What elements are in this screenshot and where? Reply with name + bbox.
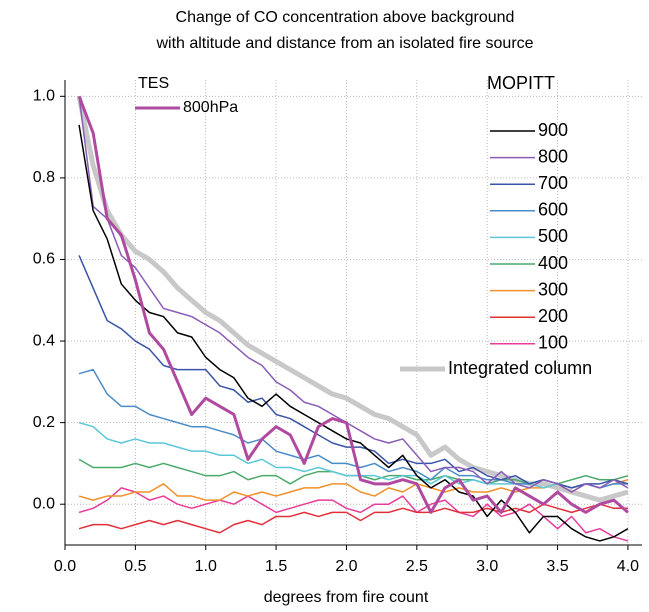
series-line xyxy=(78,96,629,493)
x-tick-label: 1.5 xyxy=(265,558,287,575)
series-line xyxy=(77,95,629,514)
y-tick-label: 0.0 xyxy=(33,495,55,512)
x-tick-label: 0.0 xyxy=(54,558,76,575)
legend-title: MOPITT xyxy=(487,73,555,93)
series-line xyxy=(78,124,629,542)
chart-title: Change of CO concentration above backgro… xyxy=(176,9,515,26)
legend-label: 200 xyxy=(538,306,568,326)
legend-label: 300 xyxy=(538,279,568,299)
y-tick-label: 1.0 xyxy=(33,88,55,105)
x-tick-label: 4.0 xyxy=(617,558,639,575)
legend-label: 800 xyxy=(538,146,568,166)
y-tick-label: 0.4 xyxy=(33,332,55,349)
y-tick-label: 0.6 xyxy=(33,251,55,268)
series-line xyxy=(78,487,629,542)
x-tick-label: 2.0 xyxy=(335,558,357,575)
legend-label: 900 xyxy=(538,120,568,140)
legend-label: Integrated column xyxy=(448,358,592,378)
x-tick-label: 3.0 xyxy=(476,558,498,575)
x-tick-label: 1.0 xyxy=(195,558,217,575)
legend-label: 600 xyxy=(538,200,568,220)
legend-label: 500 xyxy=(538,226,568,246)
chart-title: with altitude and distance from an isola… xyxy=(155,35,533,52)
x-tick-label: 3.5 xyxy=(546,558,568,575)
series-line xyxy=(78,503,628,534)
series-line xyxy=(78,368,628,489)
y-tick-label: 0.2 xyxy=(33,414,55,431)
legend-label: 800hPa xyxy=(183,99,238,116)
legend-label: 400 xyxy=(538,253,568,273)
x-tick-label: 0.5 xyxy=(124,558,146,575)
legend-label: 700 xyxy=(538,173,568,193)
series-line xyxy=(78,479,629,501)
legend-label: 100 xyxy=(538,333,568,353)
x-axis-label: degrees from fire count xyxy=(264,589,429,606)
x-tick-label: 2.5 xyxy=(406,558,428,575)
legend-title: TES xyxy=(138,75,169,92)
series-line xyxy=(78,421,628,489)
y-tick-label: 0.8 xyxy=(33,169,55,186)
